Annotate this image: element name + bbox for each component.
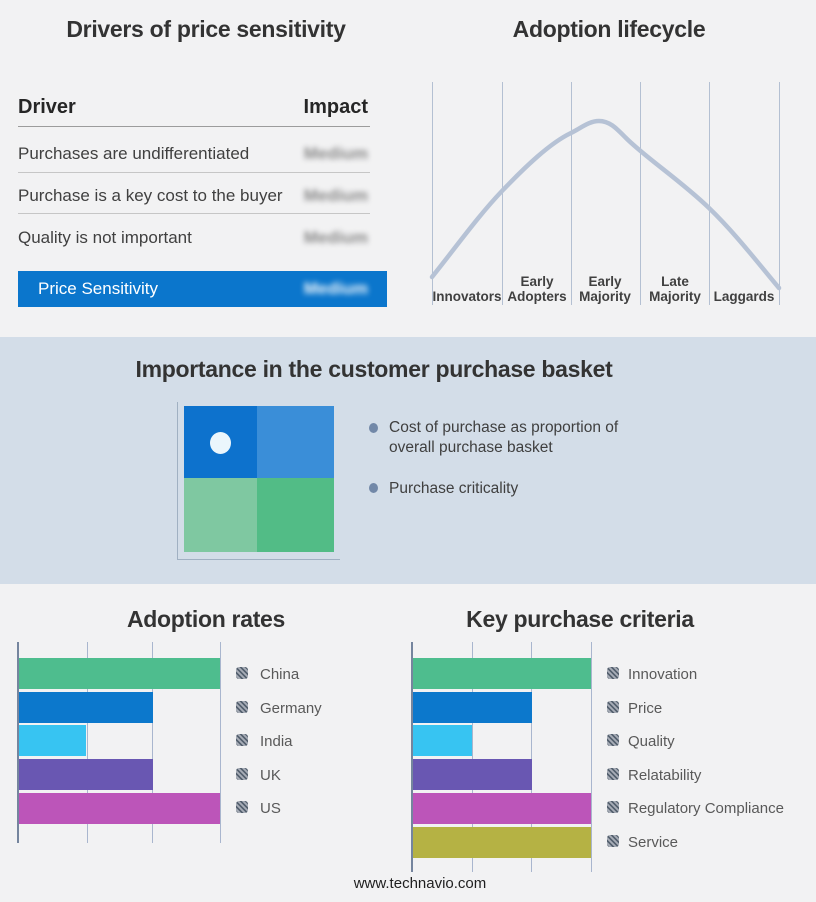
- legend-label-china: China: [260, 666, 300, 683]
- rates-gridline: [220, 642, 221, 843]
- criteria-gridline: [531, 642, 532, 872]
- criteria-gridline: [591, 642, 592, 872]
- table-row-driver: Purchase is a key cost to the buyer: [18, 186, 283, 205]
- legend-label-uk: UK: [260, 767, 281, 784]
- website-url: www.technavio.com: [353, 875, 487, 892]
- key-purchase-criteria-title: Key purchase criteria: [466, 606, 694, 632]
- legend-hatch-swatch: [236, 701, 248, 713]
- legend-label-quality: Quality: [628, 733, 675, 750]
- table-row-impact-blurred: Medium: [303, 186, 368, 205]
- criteria-gridline: [472, 642, 473, 872]
- rates-gridline: [152, 642, 153, 843]
- bar-china: [19, 658, 220, 689]
- stage-label-early-adopters: Early Adopters: [507, 274, 567, 304]
- legend-hatch-swatch: [236, 734, 248, 746]
- bar-price: [413, 692, 532, 723]
- basket-x-axis: [177, 559, 340, 560]
- legend-hatch-swatch: [607, 835, 619, 847]
- basket-panel-title: Importance in the customer purchase bask…: [135, 356, 613, 382]
- legend-hatch-swatch: [607, 667, 619, 679]
- legend-label-service: Service: [628, 834, 679, 851]
- stage-label-early-majority: Early Majority: [579, 274, 631, 304]
- legend-hatch-swatch: [236, 667, 248, 679]
- bar-regulatory-compliance: [413, 793, 591, 824]
- legend-label-price: Price: [628, 700, 663, 717]
- purchase-basket-quadrant: [184, 406, 334, 552]
- bullet-icon: [369, 423, 378, 433]
- bar-quality: [413, 725, 473, 756]
- rates-gridline: [87, 642, 88, 843]
- stage-label-laggards: Laggards: [713, 289, 775, 304]
- adoption-rates-title: Adoption rates: [126, 606, 286, 632]
- bell-curve: [429, 118, 782, 291]
- bar-us: [19, 793, 220, 824]
- table-row-divider: [18, 172, 370, 173]
- legend-hatch-swatch: [236, 801, 248, 813]
- legend-label-relatability: Relatability: [628, 767, 702, 784]
- table-header-divider: [18, 126, 370, 127]
- quadrant-bottom-left: [184, 478, 257, 552]
- middle-band-background: [0, 337, 816, 584]
- rates-y-axis: [17, 642, 19, 843]
- table-row-impact-blurred: Medium: [303, 228, 368, 247]
- legend-label-us: US: [260, 800, 281, 817]
- bar-service: [413, 827, 591, 858]
- legend-hatch-swatch: [607, 768, 619, 780]
- criteria-y-axis: [411, 642, 413, 872]
- legend-hatch-swatch: [607, 701, 619, 713]
- legend-hatch-swatch: [236, 768, 248, 780]
- legend-label-innovation: Innovation: [628, 666, 698, 683]
- legend-label-germany: Germany: [260, 700, 322, 717]
- position-marker-dot: [210, 432, 231, 454]
- basket-y-axis: [177, 402, 178, 560]
- basket-bullet-1: Cost of purchase as proportion of overal…: [389, 419, 619, 456]
- stage-gridlines: [432, 82, 780, 305]
- stage-label-innovators: Innovators: [432, 289, 502, 304]
- basket-bullet-2: Purchase criticality: [389, 480, 519, 497]
- price-sensitivity-impact-blurred: Medium: [303, 279, 368, 298]
- legend-hatch-swatch: [607, 734, 619, 746]
- driver-column-header: Driver: [18, 96, 76, 118]
- stage-label-late-majority: Late Majority: [649, 274, 701, 304]
- bar-india: [19, 725, 86, 756]
- legend-label-india: India: [260, 733, 293, 750]
- table-row-driver: Quality is not important: [18, 228, 192, 247]
- legend-label-regulatory-compliance: Regulatory Compliance: [628, 800, 784, 817]
- quadrant-bottom-right: [257, 478, 334, 552]
- table-row-impact-blurred: Medium: [303, 144, 368, 163]
- bar-relatability: [413, 759, 532, 790]
- impact-column-header: Impact: [303, 96, 368, 118]
- quadrant-top-right: [257, 406, 334, 478]
- price-sensitivity-label: Price Sensitivity: [38, 279, 158, 298]
- lifecycle-panel-title: Adoption lifecycle: [512, 16, 706, 42]
- bar-uk: [19, 759, 153, 790]
- legend-hatch-swatch: [607, 801, 619, 813]
- adoption-lifecycle-chart: [429, 82, 782, 305]
- drivers-panel-title: Drivers of price sensitivity: [66, 16, 346, 42]
- table-row-driver: Purchases are undifferentiated: [18, 144, 250, 163]
- bar-germany: [19, 692, 153, 723]
- table-row-divider: [18, 213, 370, 214]
- bullet-icon: [369, 483, 378, 493]
- bar-innovation: [413, 658, 591, 689]
- price-sensitivity-summary-bar: Price Sensitivity Medium: [18, 271, 387, 307]
